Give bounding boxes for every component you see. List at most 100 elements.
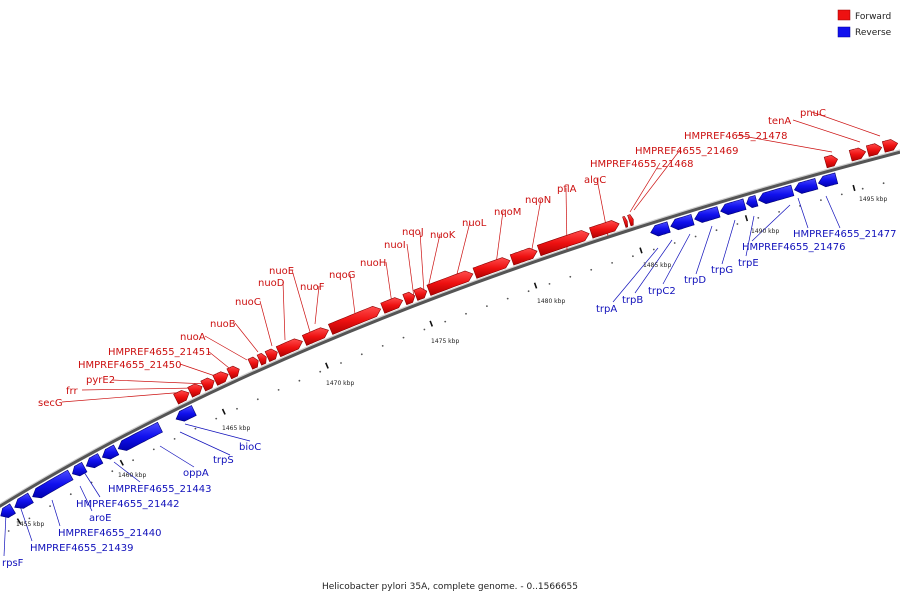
- minor-tick: [569, 275, 572, 278]
- leader-line: [427, 233, 441, 289]
- gene-label: HMPREF4655_21468: [590, 159, 693, 170]
- minor-tick: [632, 255, 634, 258]
- minor-tick: [673, 242, 676, 244]
- gene-label: HMPREF4655_21476: [742, 242, 845, 253]
- legend: Forward Reverse: [837, 9, 892, 38]
- leader-line: [204, 335, 248, 361]
- gene-label: rpsF: [2, 558, 24, 569]
- forward-gene[interactable]: [275, 338, 303, 358]
- leader-line: [51, 499, 61, 527]
- gene-label: nqoN: [525, 195, 551, 206]
- reverse-gene[interactable]: [720, 198, 747, 216]
- leader-line: [83, 471, 101, 498]
- gene-label: nuoC: [235, 297, 261, 308]
- reverse-gene[interactable]: [670, 214, 695, 231]
- forward-gene[interactable]: [472, 257, 511, 279]
- gene-label: nuoK: [430, 230, 456, 241]
- gene-label: trpD: [684, 275, 706, 286]
- reverse-gene-track: [0, 172, 839, 519]
- major-tick: [852, 184, 856, 192]
- forward-gene[interactable]: [848, 147, 867, 162]
- legend-label-reverse: Reverse: [855, 28, 892, 38]
- leader-line: [792, 119, 861, 143]
- gene-label: bioC: [239, 442, 261, 453]
- reverse-gene[interactable]: [650, 221, 671, 237]
- forward-gene[interactable]: [589, 220, 620, 239]
- reverse-gene[interactable]: [0, 503, 16, 519]
- gene-label: HMPREF4655_21443: [108, 484, 211, 495]
- forward-gene[interactable]: [622, 216, 629, 228]
- reverse-gene[interactable]: [85, 453, 104, 469]
- forward-gene[interactable]: [627, 214, 634, 227]
- minor-tick: [360, 353, 363, 356]
- minor-tick: [28, 517, 31, 520]
- reverse-gene-labels: rpsF HMPREF4655_21439 HMPREF4655_21440 a…: [2, 229, 896, 569]
- gene-label: nuoA: [180, 332, 206, 343]
- backbone: [0, 149, 900, 508]
- forward-gene[interactable]: [509, 247, 538, 266]
- reverse-gene[interactable]: [758, 184, 795, 205]
- forward-gene[interactable]: [402, 291, 416, 306]
- forward-gene[interactable]: [536, 230, 590, 257]
- forward-gene[interactable]: [173, 390, 190, 405]
- leader-line: [454, 221, 471, 283]
- reverse-gene[interactable]: [694, 206, 721, 223]
- reverse-gene[interactable]: [101, 444, 120, 460]
- forward-gene[interactable]: [212, 371, 229, 386]
- minor-tick: [820, 199, 822, 202]
- major-tick: [16, 518, 22, 525]
- minor-tick: [757, 217, 760, 219]
- tick-label: 1465 kbp: [222, 425, 250, 432]
- leader-line: [159, 445, 195, 468]
- leader-line: [721, 219, 736, 265]
- forward-gene[interactable]: [823, 154, 838, 169]
- forward-gene[interactable]: [380, 297, 404, 314]
- forward-gene[interactable]: [247, 356, 259, 370]
- tick-label: 1460 kbp: [118, 472, 146, 479]
- minor-tick: [256, 398, 259, 401]
- gene-label: frr: [66, 386, 78, 397]
- reverse-gene[interactable]: [32, 469, 74, 499]
- reverse-gene[interactable]: [793, 178, 819, 194]
- gene-label: nqoJ: [402, 227, 424, 238]
- gene-label: trpC2: [648, 286, 676, 297]
- reverse-gene[interactable]: [175, 405, 197, 422]
- forward-gene[interactable]: [226, 365, 240, 380]
- forward-gene[interactable]: [413, 287, 428, 301]
- minor-tick: [402, 336, 405, 339]
- gene-label: trpE: [738, 258, 759, 269]
- forward-leader-lines: [61, 111, 881, 403]
- minor-tick: [49, 505, 51, 507]
- forward-gene[interactable]: [264, 348, 278, 363]
- gene-label: pyrE2: [86, 375, 115, 386]
- forward-gene[interactable]: [328, 305, 382, 335]
- forward-gene[interactable]: [301, 327, 329, 346]
- leader-line: [612, 247, 659, 303]
- forward-gene[interactable]: [187, 383, 203, 398]
- tick-label: 1495 kbp: [859, 196, 887, 203]
- forward-gene[interactable]: [256, 352, 267, 366]
- forward-gene-labels: secG frr pyrE2 HMPREF4655_21450 HMPREF46…: [38, 108, 826, 409]
- reverse-gene[interactable]: [817, 172, 839, 188]
- leader-line: [19, 505, 33, 542]
- forward-gene[interactable]: [200, 377, 215, 392]
- reverse-gene[interactable]: [746, 195, 759, 209]
- minor-tick: [736, 223, 739, 225]
- reverse-gene[interactable]: [14, 492, 34, 509]
- forward-gene[interactable]: [426, 270, 474, 296]
- forward-gene[interactable]: [865, 143, 883, 157]
- leader-line: [406, 243, 415, 299]
- gene-label: nuoI: [384, 240, 406, 251]
- leader-line: [349, 273, 356, 315]
- minor-tick: [152, 448, 155, 451]
- reverse-gene[interactable]: [72, 461, 88, 477]
- gene-label: nuoE: [269, 266, 294, 277]
- reverse-gene[interactable]: [117, 421, 163, 451]
- leader-line: [3, 513, 7, 557]
- minor-tick: [215, 417, 218, 420]
- minor-tick: [548, 283, 551, 285]
- minor-tick: [69, 493, 72, 496]
- gene-label: pflA: [557, 184, 577, 195]
- forward-gene[interactable]: [881, 139, 899, 153]
